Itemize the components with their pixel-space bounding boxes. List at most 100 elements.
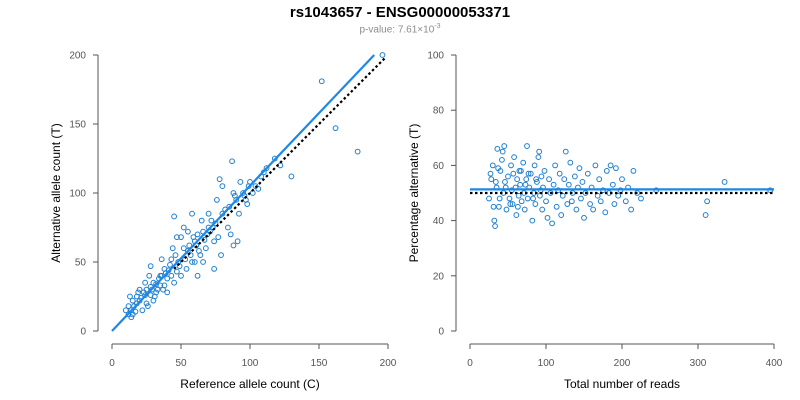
- left-data-point: [129, 297, 136, 304]
- left-data-point: [128, 314, 135, 321]
- left-data-point: [219, 183, 226, 190]
- left-data-point: [354, 148, 361, 155]
- right-data-point: [490, 203, 497, 210]
- right-y-tick-label: 20: [433, 271, 445, 282]
- right-data-point: [581, 214, 587, 221]
- right-data-point: [596, 176, 603, 183]
- left-data-point: [196, 248, 202, 254]
- left-data-point: [198, 217, 205, 224]
- left-data-point: [379, 52, 386, 58]
- left-data-point: [128, 307, 135, 314]
- left-data-point: [189, 210, 195, 217]
- right-panel: 0 100 200 300 400 0 20 40 60 80 100 Total number of…: [407, 51, 783, 392]
- right-data-point: [544, 214, 551, 221]
- left-data-point: [225, 224, 231, 231]
- right-y-tick-label: 100: [427, 51, 444, 62]
- left-y-tick-label: 0: [80, 327, 86, 338]
- left-panel: 0 50 100 150 200 0 50 100 150 200 Reference allele…: [49, 51, 397, 392]
- left-data-point: [332, 125, 339, 132]
- right-data-point: [553, 203, 560, 210]
- left-y-tick-label: 50: [75, 258, 87, 269]
- left-data-point: [211, 266, 218, 272]
- right-x-tick-label: 0: [467, 358, 473, 369]
- left-data-point: [189, 259, 195, 265]
- left-data-point: [176, 263, 183, 270]
- right-y-tick-label: 40: [433, 216, 445, 227]
- right-data-point: [541, 168, 548, 174]
- left-data-point: [150, 279, 157, 286]
- left-x-tick-label: 0: [109, 358, 115, 369]
- left-data-point: [153, 281, 160, 287]
- right-data-point: [518, 198, 525, 205]
- right-data-point: [567, 159, 574, 166]
- right-data-point: [571, 173, 578, 180]
- left-data-point: [180, 245, 187, 252]
- right-data-point: [550, 181, 557, 188]
- right-data-point: [524, 143, 530, 149]
- right-data-point: [721, 179, 728, 185]
- right-data-point: [533, 179, 540, 185]
- right-data-point: [587, 201, 593, 207]
- left-data-point: [240, 190, 247, 196]
- right-data-point: [576, 165, 583, 172]
- right-data-point: [559, 192, 566, 199]
- left-y-tick-label: 150: [69, 120, 86, 131]
- left-data-point: [143, 300, 150, 307]
- right-data-point: [501, 143, 508, 149]
- left-data-point: [194, 231, 201, 238]
- left-data-point: [169, 245, 176, 252]
- right-data-point: [628, 206, 635, 213]
- left-data-point: [200, 259, 206, 265]
- right-data-point: [549, 220, 555, 227]
- left-data-point: [142, 279, 149, 286]
- right-data-point: [492, 223, 498, 230]
- right-data-point: [514, 176, 521, 183]
- right-data-point: [558, 212, 565, 218]
- left-data-point: [173, 268, 180, 275]
- left-data-point: [178, 272, 184, 279]
- left-x-tick-label: 150: [311, 358, 328, 369]
- right-data-point: [530, 195, 536, 202]
- right-data-point: [594, 192, 601, 199]
- right-data-point: [597, 198, 604, 205]
- right-x-tick-label: 100: [538, 358, 555, 369]
- right-data-point: [622, 198, 629, 205]
- right-x-tick-label: 400: [766, 358, 783, 369]
- left-data-point: [135, 289, 142, 296]
- p-value-subtitle: p-value: 7.61×10-3: [0, 23, 800, 35]
- right-data-point: [573, 206, 580, 213]
- right-data-point: [507, 201, 514, 207]
- left-data-point: [168, 256, 175, 263]
- left-data-point: [230, 190, 237, 196]
- right-data-point: [491, 217, 498, 224]
- left-data-point: [211, 238, 218, 245]
- right-data-point: [521, 206, 528, 213]
- right-data-point: [603, 168, 610, 174]
- right-data-point: [514, 203, 521, 210]
- right-data-point: [492, 179, 499, 185]
- right-data-point: [509, 201, 516, 207]
- left-data-point: [202, 245, 209, 252]
- left-data-point: [171, 279, 178, 286]
- right-data-point: [494, 145, 501, 152]
- right-data-point: [536, 148, 543, 155]
- left-data-point: [183, 266, 190, 272]
- left-data-point: [215, 234, 222, 241]
- right-data-point: [619, 176, 625, 183]
- right-data-point: [532, 201, 539, 207]
- right-data-point: [489, 162, 496, 169]
- right-data-point: [547, 190, 554, 196]
- right-data-point: [556, 170, 563, 177]
- right-data-point: [552, 162, 559, 169]
- left-data-point: [230, 242, 237, 249]
- right-data-point: [506, 195, 513, 202]
- right-data-point: [523, 176, 530, 183]
- right-data-point: [524, 195, 531, 202]
- left-data-point: [149, 286, 155, 293]
- left-data-point: [122, 307, 129, 314]
- left-data-point: [167, 261, 173, 268]
- right-data-point: [527, 170, 534, 177]
- left-data-point: [158, 256, 165, 263]
